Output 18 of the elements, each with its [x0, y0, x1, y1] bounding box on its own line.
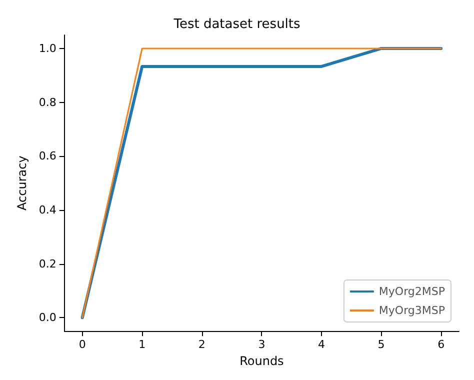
x-tick-label: 4 [318, 338, 325, 352]
y-tick-label: 0.8 [38, 96, 56, 109]
legend-label: MyOrg3MSP [378, 304, 446, 317]
y-tick-label: 0.0 [38, 311, 56, 324]
y-tick-label: 1.0 [38, 42, 56, 55]
y-tick-label: 0.4 [38, 203, 56, 216]
x-axis-title: Rounds [240, 354, 284, 368]
y-tick-label: 0.6 [38, 150, 56, 163]
x-tick-label: 1 [138, 338, 146, 352]
chart-title: Test dataset results [172, 17, 301, 32]
x-tick-label: 0 [78, 338, 86, 352]
y-tick-label: 0.2 [38, 257, 56, 270]
y-axis-title: Accuracy [15, 156, 29, 210]
x-tick-label: 6 [438, 338, 445, 352]
x-tick-label: 3 [258, 338, 266, 352]
x-tick-label: 2 [198, 338, 206, 352]
legend-label: MyOrg2MSP [378, 285, 446, 298]
x-tick-label: 5 [378, 338, 385, 352]
